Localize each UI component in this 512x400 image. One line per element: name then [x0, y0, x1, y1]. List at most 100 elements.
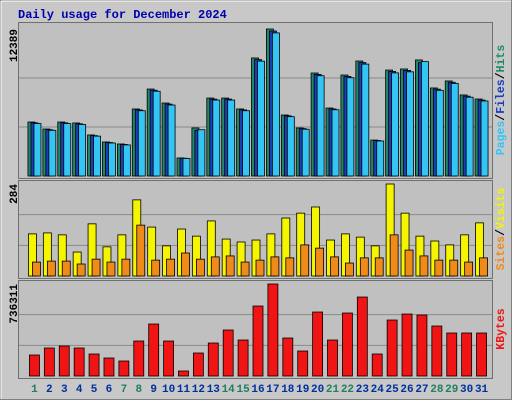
- bar: [148, 323, 160, 377]
- bar: [356, 296, 368, 377]
- bar: [103, 357, 115, 377]
- x-tick-label: 13: [207, 384, 221, 396]
- bar: [192, 352, 204, 377]
- x-tick-label: 2: [46, 384, 53, 396]
- bar: [330, 256, 339, 277]
- bar: [449, 259, 459, 277]
- bar: [479, 257, 488, 277]
- bar: [227, 99, 236, 177]
- bar: [272, 32, 280, 177]
- chart-title: Daily usage for December 2024: [18, 8, 227, 22]
- bar: [331, 109, 340, 177]
- bar: [48, 129, 57, 177]
- bar: [225, 255, 235, 277]
- bar: [255, 259, 265, 277]
- bar: [401, 313, 413, 377]
- bar: [121, 258, 131, 277]
- legend-entry: Hits: [495, 45, 508, 73]
- x-tick-label: 15: [236, 384, 250, 396]
- legend-entry: Sites: [495, 236, 508, 271]
- legend: Sites/Visits: [495, 187, 508, 270]
- x-tick-label: 10: [162, 384, 175, 396]
- bar: [416, 314, 428, 377]
- bar: [446, 332, 458, 377]
- legend-separator: /: [495, 229, 508, 236]
- bar: [434, 259, 444, 277]
- legend-entry: Pages: [495, 121, 508, 156]
- bar: [43, 347, 55, 377]
- bar: [76, 263, 86, 277]
- bar: [435, 89, 444, 177]
- bar: [210, 256, 220, 277]
- y-tick-label: 12389: [9, 29, 21, 62]
- x-tick-label: 17: [266, 384, 279, 396]
- x-tick-label: 1: [31, 384, 38, 396]
- bar: [197, 129, 206, 177]
- bar: [327, 339, 338, 377]
- bar: [342, 312, 353, 377]
- bar: [257, 60, 265, 177]
- bar: [465, 96, 474, 177]
- bar: [359, 257, 369, 277]
- bar: [404, 249, 414, 277]
- bar: [345, 262, 354, 277]
- bar: [419, 255, 429, 277]
- bar: [151, 259, 161, 277]
- bar: [270, 256, 280, 277]
- bar: [450, 83, 459, 177]
- y-tick-label: 736311: [9, 284, 21, 324]
- bar: [391, 72, 400, 177]
- x-tick-label: 19: [296, 384, 309, 396]
- bar: [63, 123, 72, 177]
- bar: [242, 110, 250, 177]
- x-tick-label: 20: [311, 384, 324, 396]
- x-tick-label: 3: [61, 384, 68, 396]
- x-tick-label: 9: [150, 384, 157, 396]
- bar: [152, 90, 161, 177]
- bar: [267, 283, 279, 377]
- bar: [431, 325, 443, 377]
- bar: [207, 342, 219, 377]
- bar: [58, 345, 70, 377]
- bar: [461, 332, 473, 377]
- x-tick-label: 8: [135, 384, 142, 396]
- bar: [300, 244, 310, 277]
- bar: [106, 261, 116, 277]
- x-tick-label: 22: [341, 384, 354, 396]
- bar: [315, 247, 325, 277]
- bar: [212, 99, 221, 177]
- bar: [93, 135, 101, 177]
- bar: [73, 347, 85, 377]
- x-tick-label: 26: [400, 384, 413, 396]
- x-tick-label: 23: [356, 384, 370, 396]
- x-tick-label: 21: [326, 384, 340, 396]
- x-tick-label: 5: [91, 384, 98, 396]
- x-tick-label: 14: [222, 384, 236, 396]
- bar: [237, 339, 249, 377]
- legend-entry: Visits: [495, 187, 508, 229]
- legend-entry: KBytes: [495, 308, 508, 350]
- bar: [421, 61, 429, 177]
- bar: [29, 354, 40, 377]
- bar: [118, 360, 130, 377]
- legend-separator: /: [495, 114, 508, 121]
- bar: [167, 104, 176, 177]
- bar: [181, 252, 190, 277]
- x-tick-label: 16: [251, 384, 264, 396]
- bar: [182, 158, 191, 177]
- bar: [312, 311, 324, 377]
- x-tick-label: 30: [460, 384, 473, 396]
- bar: [297, 350, 309, 377]
- x-tick-label: 11: [177, 384, 191, 396]
- bar: [371, 353, 383, 377]
- bar: [252, 305, 264, 377]
- bar: [33, 123, 42, 177]
- x-tick-label: 6: [106, 384, 113, 396]
- bar: [78, 124, 87, 177]
- bar: [195, 258, 205, 277]
- bar: [286, 116, 295, 177]
- legend: KBytes: [495, 308, 508, 350]
- bar: [91, 258, 101, 277]
